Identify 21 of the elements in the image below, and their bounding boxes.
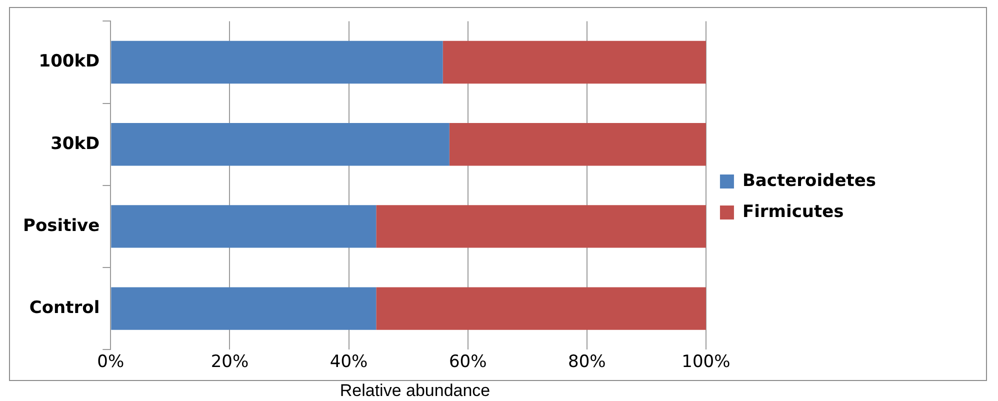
- bar: [111, 40, 443, 84]
- x-tick-label: 100%: [682, 352, 730, 372]
- bar: [111, 287, 376, 330]
- x-tick-label: 60%: [448, 352, 487, 372]
- bar: [376, 287, 706, 330]
- bar: [376, 205, 706, 248]
- legend-label: Bacteroidetes: [742, 170, 876, 191]
- bar: [442, 40, 706, 84]
- y-tick-label: 100kD: [38, 52, 100, 72]
- y-tick-label: 30kD: [50, 134, 100, 154]
- x-tick-label: 40%: [330, 352, 368, 372]
- x-tick-label: 80%: [568, 352, 606, 372]
- x-tick-label: 20%: [210, 352, 249, 372]
- y-tick-label: Positive: [22, 216, 100, 236]
- bar: [111, 123, 450, 166]
- bar: [449, 123, 706, 166]
- x-tick-label: 0%: [97, 352, 124, 372]
- y-tick-label: Control: [29, 298, 100, 318]
- x-axis-title: Relative abundance: [338, 381, 492, 401]
- legend-label: Firmicutes: [742, 202, 844, 222]
- bar: [111, 205, 376, 248]
